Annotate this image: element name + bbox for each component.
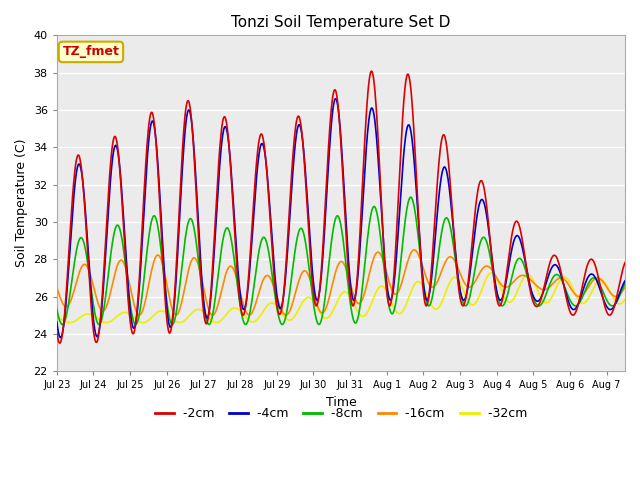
Title: Tonzi Soil Temperature Set D: Tonzi Soil Temperature Set D (231, 15, 451, 30)
Legend:  -2cm,  -4cm,  -8cm,  -16cm,  -32cm: -2cm, -4cm, -8cm, -16cm, -32cm (150, 402, 532, 425)
Y-axis label: Soil Temperature (C): Soil Temperature (C) (15, 139, 28, 267)
Text: TZ_fmet: TZ_fmet (63, 46, 120, 59)
X-axis label: Time: Time (326, 396, 356, 408)
